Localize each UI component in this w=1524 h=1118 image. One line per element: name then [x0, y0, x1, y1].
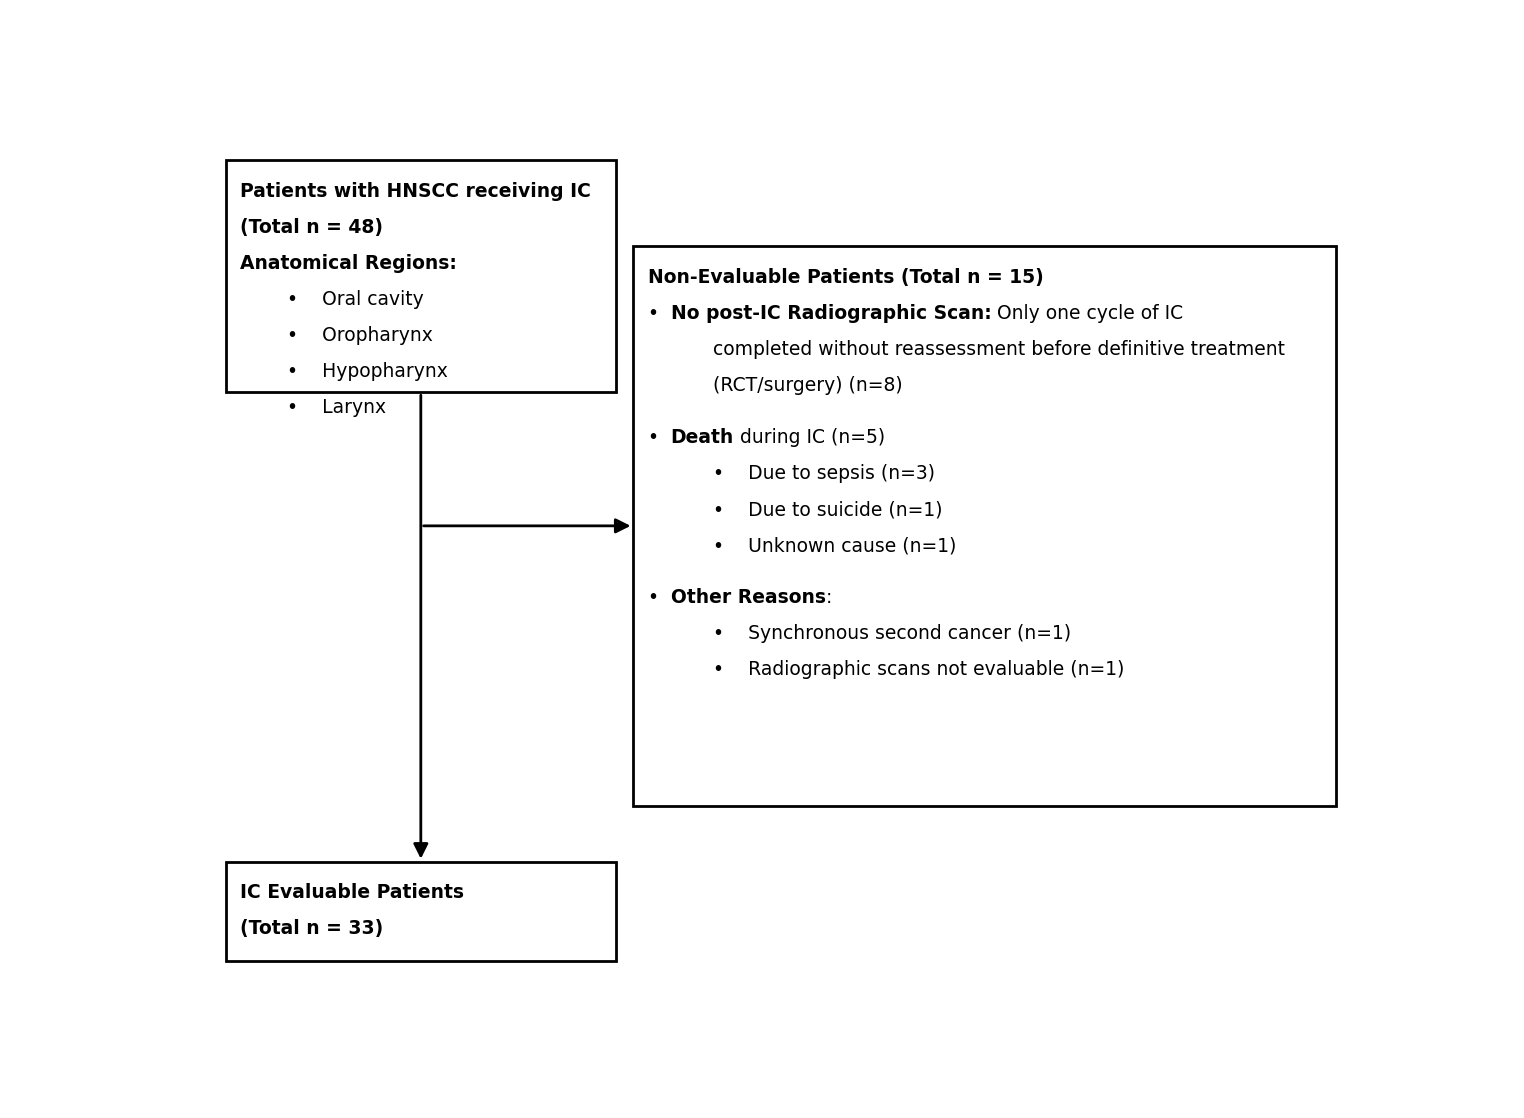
Text: Anatomical Regions:: Anatomical Regions: [241, 254, 457, 273]
Text: •    Due to sepsis (n=3): • Due to sepsis (n=3) [713, 464, 934, 483]
FancyBboxPatch shape [634, 246, 1337, 806]
Text: •    Hypopharynx: • Hypopharynx [288, 362, 448, 381]
Text: :: : [826, 588, 832, 607]
Text: •    Due to suicide (n=1): • Due to suicide (n=1) [713, 500, 942, 519]
FancyBboxPatch shape [226, 862, 616, 960]
Text: Death: Death [671, 428, 735, 447]
Text: •: • [648, 588, 671, 607]
FancyBboxPatch shape [226, 160, 616, 392]
Text: •    Unknown cause (n=1): • Unknown cause (n=1) [713, 537, 956, 556]
Text: •    Synchronous second cancer (n=1): • Synchronous second cancer (n=1) [713, 624, 1071, 643]
Text: Only one cycle of IC: Only one cycle of IC [992, 304, 1184, 323]
Text: •: • [648, 304, 671, 323]
Text: (RCT/surgery) (n=8): (RCT/surgery) (n=8) [713, 376, 902, 395]
Text: IC Evaluable Patients: IC Evaluable Patients [241, 883, 465, 902]
Text: •    Oral cavity: • Oral cavity [288, 290, 424, 309]
Text: Other Reasons: Other Reasons [671, 588, 826, 607]
Text: •    Larynx: • Larynx [288, 398, 387, 417]
Text: during IC (n=5): during IC (n=5) [735, 428, 885, 447]
Text: No post-IC Radiographic Scan:: No post-IC Radiographic Scan: [671, 304, 992, 323]
Text: •: • [648, 428, 671, 447]
Text: completed without reassessment before definitive treatment: completed without reassessment before de… [713, 340, 1285, 359]
Text: (Total n = 48): (Total n = 48) [241, 218, 383, 237]
Text: (Total n = 33): (Total n = 33) [241, 919, 384, 938]
Text: Patients with HNSCC receiving IC: Patients with HNSCC receiving IC [241, 181, 591, 200]
Text: Non-Evaluable Patients (Total n = 15): Non-Evaluable Patients (Total n = 15) [648, 267, 1044, 286]
Text: •    Oropharynx: • Oropharynx [288, 326, 433, 345]
Text: •    Radiographic scans not evaluable (n=1): • Radiographic scans not evaluable (n=1) [713, 660, 1123, 679]
